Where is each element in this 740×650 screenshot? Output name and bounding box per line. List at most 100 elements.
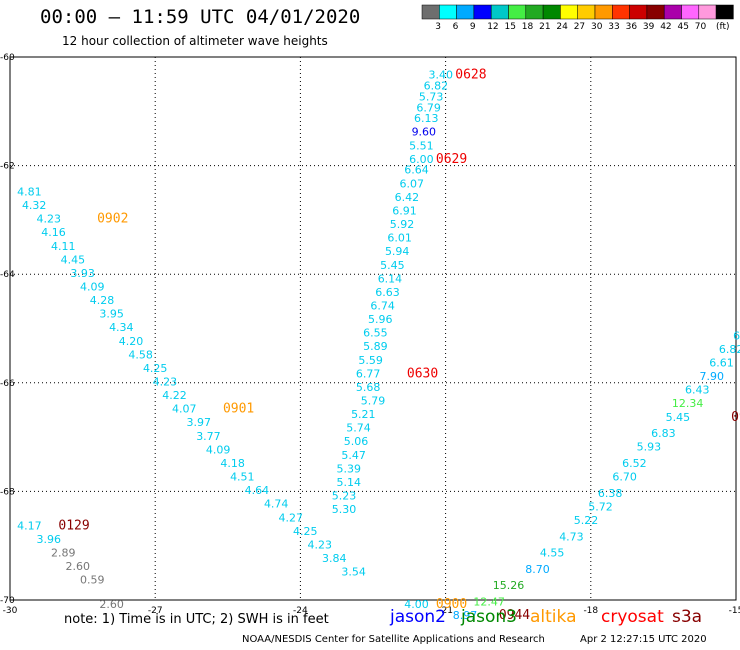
wave-height-label: 4.64 [245, 484, 270, 497]
wave-height-label: 5.14 [337, 476, 362, 489]
wave-height-label: 3.40 [429, 69, 454, 82]
colorbar-tick-label: 21 [539, 22, 551, 32]
colorbar-tick-label: 24 [556, 22, 568, 32]
colorbar-tick-label: 12 [487, 22, 499, 32]
wave-height-label: 5.06 [344, 435, 369, 448]
colorbar-tick-label: 42 [660, 22, 672, 32]
wave-height-label: 4.73 [559, 530, 584, 543]
wave-height-label: 6.82 [719, 343, 740, 356]
wave-height-label: 12.47 [473, 595, 505, 608]
wave-height-label: 4.55 [540, 547, 565, 560]
wave-height-label: 4.51 [230, 471, 255, 484]
wave-height-label: 5.51 [409, 139, 434, 152]
wave-height-label: 4.23 [153, 376, 178, 389]
wave-height-label: 5.79 [361, 395, 386, 408]
colorbar-tick-label: 9 [469, 22, 476, 32]
wave-height-label: 6.55 [363, 327, 388, 340]
wave-height-label: 4.45 [61, 253, 86, 266]
legend-jason2: jason2 [390, 607, 446, 627]
legend-s3a: s3a [672, 607, 703, 627]
colorbar-tick-label: 39 [642, 22, 655, 32]
wave-height-label: 6.13 [414, 112, 439, 125]
wave-height-label: 4.25 [143, 362, 168, 375]
wave-height-label: 4.00 [404, 598, 429, 611]
wave-height-label: 2.60 [99, 598, 124, 611]
wave-height-label: 6.00 [409, 153, 434, 166]
wave-height-label: 4.23 [36, 213, 61, 226]
x-tick-label: -18 [583, 606, 598, 616]
wave-height-label: 5.39 [337, 462, 362, 475]
pass-time-label: 0629 [436, 152, 467, 167]
wave-height-label: 6.01 [387, 232, 412, 245]
wave-height-label: 4.22 [162, 389, 187, 402]
wave-height-label: 4.11 [51, 240, 76, 253]
colorbar-swatch [715, 4, 734, 20]
wave-height-label: 4.09 [80, 280, 105, 293]
wave-height-label: 4.18 [220, 457, 245, 470]
wave-height-label: 15.26 [493, 579, 525, 592]
pass-time-label: 0944 [499, 608, 530, 623]
wave-height-label: 4.34 [109, 321, 134, 334]
x-tick-label: -27 [148, 606, 163, 616]
pass-time-label: 0902 [97, 212, 128, 227]
wave-height-label: 5.74 [346, 422, 371, 435]
wave-height-label: 6.74 [370, 299, 395, 312]
colorbar-tick-label: 15 [504, 22, 516, 32]
wave-height-label: 4.20 [119, 335, 144, 348]
wave-height-label: 3.93 [70, 267, 95, 280]
wave-height-label: 5.22 [574, 514, 599, 527]
wave-height-label: 4.07 [172, 403, 197, 416]
wave-height-label: 12.34 [672, 397, 704, 410]
wave-height-label: 3.77 [196, 430, 221, 443]
footer-credit: NOAA/NESDIS Center for Satellite Applica… [242, 634, 545, 645]
x-tick-label: -21 [438, 606, 453, 616]
wave-height-label: 2.89 [51, 547, 76, 560]
wave-height-label: 5.92 [390, 218, 415, 231]
wave-height-label: 5.96 [368, 313, 393, 326]
colorbar-tick-label: 70 [694, 22, 707, 32]
wave-height-label: 6.42 [395, 191, 420, 204]
legend-jason3: jason3 [461, 607, 517, 627]
x-tick-label: -30 [3, 606, 18, 616]
wave-height-label: 5.45 [666, 411, 691, 424]
y-tick-label: -60 [0, 53, 15, 63]
wave-height-label: 5.89 [363, 340, 388, 353]
footer-timestamp: Apr 2 12:27:15 UTC 2020 [580, 634, 707, 645]
wave-height-label: 3.54 [341, 566, 366, 579]
page-subtitle: 12 hour collection of altimeter wave hei… [62, 34, 328, 48]
x-tick-label: -15 [729, 606, 740, 616]
wave-height-label: 4.28 [90, 294, 115, 307]
wave-height-label: 2.60 [66, 560, 91, 573]
wave-height-label: 4.17 [17, 519, 42, 532]
page-title: 00:00 – 11:59 UTC 04/01/2020 [40, 6, 361, 28]
wave-height-label: 8.97 [453, 609, 478, 622]
wave-height-label: 6.43 [685, 384, 710, 397]
wave-height-label: 6.63 [375, 286, 400, 299]
wave-height-label: 6.91 [392, 204, 417, 217]
x-tick-label: -24 [293, 606, 308, 616]
wave-height-label: 4.25 [293, 525, 318, 538]
wave-height-label: 4.27 [278, 511, 303, 524]
wave-height-label: 6.79 [416, 101, 441, 114]
wave-height-label: 5.30 [332, 503, 357, 516]
wave-height-label: 6.70 [612, 471, 637, 484]
colorbar-tick-label: 30 [591, 22, 603, 32]
colorbar-tick-label: 6 [452, 22, 459, 32]
colorbar-tick-label: 33 [608, 22, 620, 32]
y-tick-label: -66 [0, 379, 15, 389]
wave-height-label: 4.74 [264, 498, 289, 511]
wave-height-label: 7.90 [700, 370, 725, 383]
wave-height-label: 3.97 [187, 416, 212, 429]
wave-height-label: 5.68 [356, 381, 381, 394]
pass-time-label: 0900 [436, 597, 467, 612]
wave-height-label: 6.82 [424, 80, 449, 93]
colorbar-tick-label: 45 [677, 22, 689, 32]
pass-time-label: 0901 [223, 402, 254, 417]
colorbar-tick-label: 3 [435, 22, 442, 32]
wave-height-label: 3.96 [36, 533, 61, 546]
wave-height-label: 8.70 [525, 563, 550, 576]
wave-height-label: 5.21 [351, 408, 376, 421]
wave-height-label: 6.14 [378, 272, 403, 285]
pass-time-label: 0628 [455, 68, 486, 83]
